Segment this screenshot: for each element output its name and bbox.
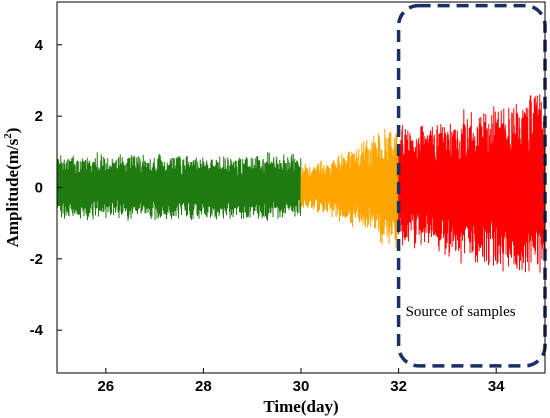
signal-traces bbox=[56, 94, 546, 273]
signal-series-1 bbox=[56, 152, 302, 221]
x-tick-label: 34 bbox=[488, 378, 505, 395]
y-tick-label: 0 bbox=[35, 180, 43, 197]
x-tick-label: 26 bbox=[97, 378, 114, 395]
x-tick-label: 30 bbox=[293, 378, 310, 395]
samples-region-box bbox=[396, 3, 547, 368]
y-axis-label-close: ) bbox=[3, 128, 22, 134]
y-tick-label: -2 bbox=[30, 251, 43, 268]
y-tick-label: 4 bbox=[35, 37, 44, 54]
signal-series-3 bbox=[398, 94, 546, 273]
samples-region-label: Source of samples bbox=[406, 304, 516, 320]
axis-ticks: 26 28 30 32 34 -4 -2 0 2 4 bbox=[30, 37, 506, 395]
y-tick-label: 2 bbox=[35, 108, 43, 125]
x-axis-label: Time(day) bbox=[263, 397, 338, 416]
x-tick-label: 32 bbox=[390, 378, 407, 395]
y-axis-label: Amplitude(m/s2) bbox=[2, 128, 22, 248]
signal-series-2 bbox=[300, 128, 400, 249]
x-tick-label: 28 bbox=[195, 378, 212, 395]
y-tick-label: -4 bbox=[30, 322, 44, 339]
y-axis-label-superscript: 2 bbox=[2, 133, 14, 139]
y-axis-label-main: Amplitude(m/s bbox=[3, 138, 22, 247]
